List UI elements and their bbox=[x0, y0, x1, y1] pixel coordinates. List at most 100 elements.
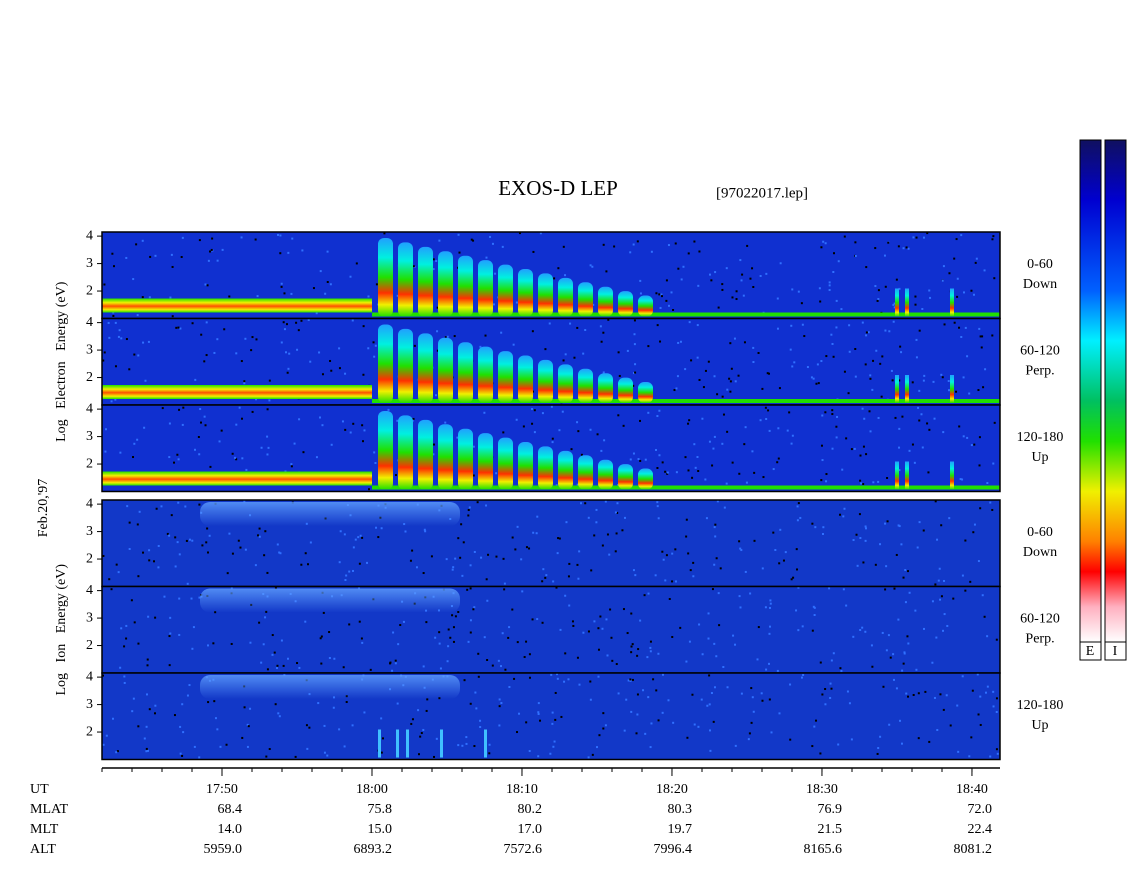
noise-speck bbox=[318, 351, 321, 354]
noise-speck bbox=[198, 503, 201, 506]
noise-speck bbox=[603, 439, 606, 442]
noise-speck bbox=[915, 236, 918, 239]
noise-speck bbox=[579, 502, 582, 505]
noise-speck bbox=[831, 447, 834, 450]
noise-speck bbox=[115, 563, 118, 566]
noise-speck bbox=[778, 562, 781, 565]
noise-speck bbox=[307, 318, 310, 321]
spectral-burst bbox=[438, 337, 453, 403]
noise-speck bbox=[199, 421, 202, 424]
noise-speck bbox=[658, 454, 661, 457]
noise-speck bbox=[854, 375, 857, 378]
noise-speck bbox=[333, 657, 336, 660]
noise-speck bbox=[732, 634, 735, 637]
noise-speck bbox=[630, 612, 633, 615]
noise-speck bbox=[621, 529, 624, 532]
noise-speck bbox=[821, 532, 824, 535]
noise-speck bbox=[237, 539, 240, 542]
noise-speck bbox=[343, 745, 346, 748]
noise-speck bbox=[467, 514, 470, 517]
noise-speck bbox=[550, 405, 553, 408]
noise-speck bbox=[657, 517, 660, 520]
noise-speck bbox=[171, 265, 174, 268]
noise-speck bbox=[843, 507, 846, 510]
noise-speck bbox=[212, 642, 215, 645]
noise-speck bbox=[483, 411, 486, 414]
noise-speck bbox=[432, 258, 435, 261]
noise-speck bbox=[848, 350, 851, 353]
noise-speck bbox=[779, 262, 782, 265]
noise-speck bbox=[591, 753, 594, 756]
noise-speck bbox=[294, 755, 297, 758]
panel-label: 60-120 bbox=[1020, 344, 1060, 359]
noise-speck bbox=[587, 756, 590, 759]
noise-speck bbox=[974, 261, 977, 264]
noise-speck bbox=[484, 334, 487, 337]
noise-speck bbox=[716, 500, 719, 503]
noise-speck bbox=[516, 525, 519, 528]
noise-speck bbox=[832, 652, 835, 655]
noise-speck bbox=[578, 550, 581, 553]
noise-speck bbox=[714, 523, 717, 526]
noise-speck bbox=[782, 559, 785, 562]
noise-speck bbox=[105, 734, 108, 737]
noise-speck bbox=[739, 606, 742, 609]
noise-speck bbox=[305, 724, 308, 727]
noise-speck bbox=[684, 368, 687, 371]
noise-speck bbox=[273, 651, 276, 654]
noise-speck bbox=[551, 722, 554, 725]
spectral-burst bbox=[598, 373, 613, 403]
noise-speck bbox=[584, 329, 587, 332]
noise-speck bbox=[810, 376, 813, 379]
noise-speck bbox=[323, 751, 326, 754]
noise-speck bbox=[940, 524, 943, 527]
noise-speck bbox=[774, 548, 777, 551]
noise-speck bbox=[511, 608, 514, 611]
noise-speck bbox=[636, 240, 639, 243]
noise-speck bbox=[474, 691, 477, 694]
noise-speck bbox=[734, 380, 737, 383]
noise-speck bbox=[577, 577, 580, 580]
noise-speck bbox=[497, 659, 500, 662]
noise-speck bbox=[900, 742, 903, 745]
noise-speck bbox=[186, 694, 189, 697]
noise-speck bbox=[708, 729, 711, 732]
noise-speck bbox=[632, 452, 635, 455]
noise-speck bbox=[559, 628, 562, 631]
noise-speck bbox=[188, 684, 191, 687]
noise-speck bbox=[502, 431, 505, 434]
noise-speck bbox=[859, 454, 862, 457]
noise-speck bbox=[214, 717, 217, 720]
noise-speck bbox=[438, 631, 441, 634]
noise-speck bbox=[226, 572, 229, 575]
noise-speck bbox=[266, 571, 269, 574]
noise-speck bbox=[864, 363, 867, 366]
panel-frame bbox=[101, 672, 1001, 761]
noise-speck bbox=[436, 306, 439, 309]
noise-speck bbox=[204, 424, 207, 427]
noise-speck bbox=[707, 612, 710, 615]
noise-speck bbox=[319, 270, 322, 273]
noise-speck bbox=[713, 686, 716, 689]
noise-speck bbox=[943, 613, 946, 616]
noise-speck bbox=[599, 615, 602, 618]
noise-speck bbox=[968, 755, 971, 758]
y-tick-label: 4 bbox=[86, 669, 93, 684]
noise-speck bbox=[901, 669, 904, 672]
noise-speck bbox=[174, 536, 177, 539]
noise-speck bbox=[671, 552, 674, 555]
noise-speck bbox=[133, 621, 136, 624]
noise-speck bbox=[417, 753, 420, 756]
noise-speck bbox=[747, 738, 750, 741]
noise-speck bbox=[749, 277, 752, 280]
noise-speck bbox=[112, 311, 115, 314]
noise-speck bbox=[329, 283, 332, 286]
noise-speck bbox=[424, 530, 427, 533]
noise-speck bbox=[320, 635, 323, 638]
noise-speck bbox=[422, 728, 425, 731]
noise-speck bbox=[926, 232, 929, 235]
noise-speck bbox=[244, 337, 247, 340]
noise-speck bbox=[722, 413, 725, 416]
noise-speck bbox=[668, 597, 671, 600]
noise-speck bbox=[288, 352, 291, 355]
